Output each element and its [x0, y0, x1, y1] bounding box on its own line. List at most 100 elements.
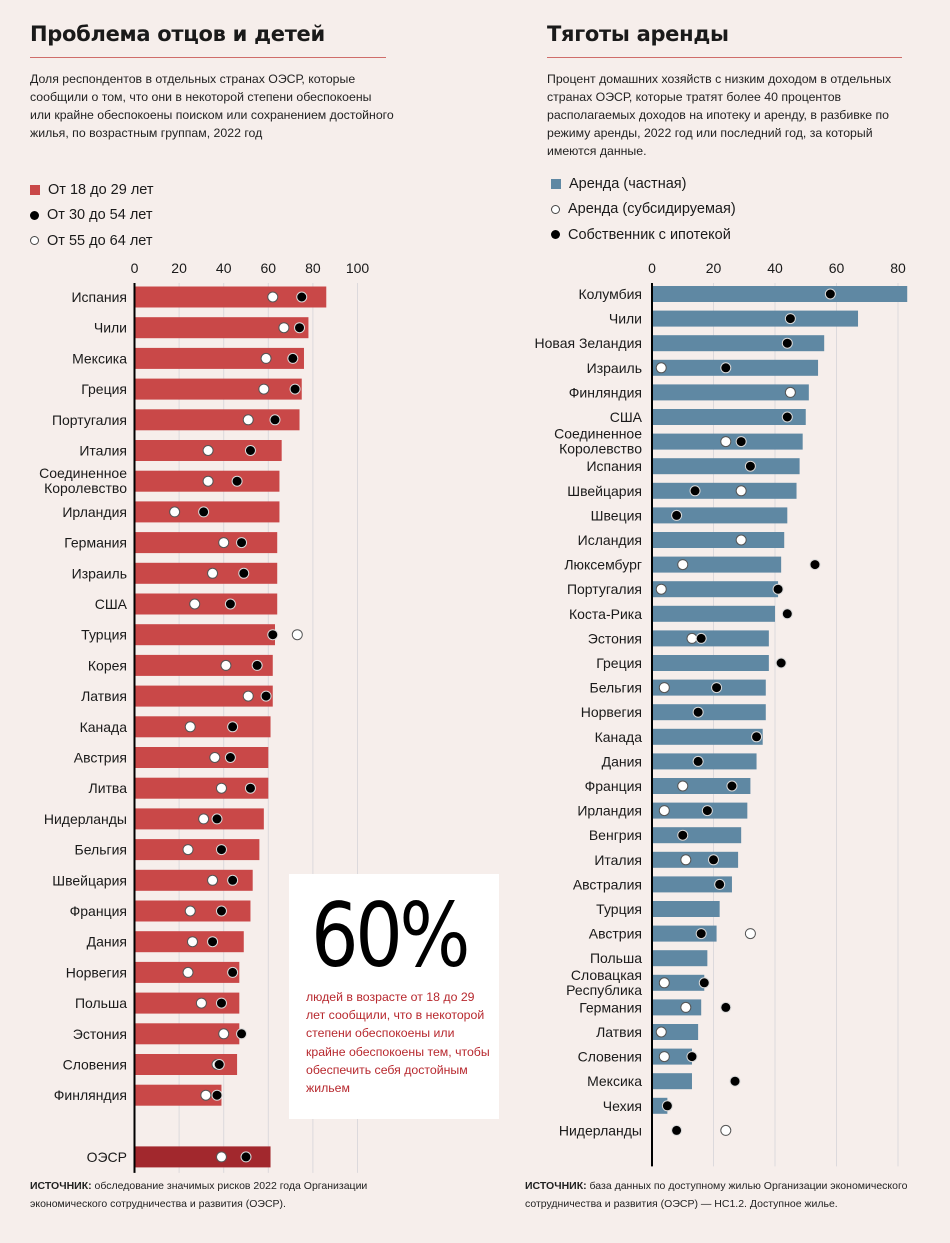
legend-label: Аренда (частная) — [569, 175, 687, 192]
white-dot-icon — [551, 204, 560, 214]
bar — [134, 869, 253, 891]
legend-item-owner-mortgage: Собственник с ипотекой — [551, 222, 736, 248]
category-label: Латвия — [81, 688, 127, 704]
category-label: Соединенное Королевство — [554, 426, 642, 457]
legend-item-private-rent: Аренда (частная) — [551, 171, 736, 197]
category-label: Австрия — [74, 750, 127, 766]
x-tick-label: 20 — [706, 260, 722, 276]
category-label: Латвия — [596, 1024, 642, 1040]
bar — [652, 630, 769, 647]
black-dot-marker — [671, 509, 683, 521]
black-dot-icon — [30, 210, 39, 220]
white-dot-marker — [200, 1089, 212, 1101]
white-dot-marker — [242, 690, 254, 702]
white-dot-marker — [784, 386, 796, 398]
black-dot-marker — [711, 682, 723, 694]
category-row: Ирландия — [62, 501, 280, 523]
black-dot-marker — [211, 813, 223, 825]
white-dot-marker — [184, 721, 196, 733]
category-row: Швейцария — [567, 482, 797, 499]
x-tick-label: 40 — [216, 260, 232, 276]
black-dot-marker — [751, 731, 763, 743]
legend-label: Аренда (субсидируемая) — [568, 201, 736, 218]
bar — [134, 378, 302, 400]
bar — [652, 778, 751, 794]
bar — [652, 753, 757, 770]
category-row: Израиль — [587, 359, 819, 376]
black-dot-marker — [781, 608, 793, 620]
white-dot-marker — [202, 475, 214, 487]
category-label: Германия — [579, 999, 642, 1015]
category-row: Швейцария — [52, 869, 253, 891]
category-label: Новая Зеландия — [535, 335, 642, 351]
bar — [134, 777, 269, 799]
bar — [134, 593, 278, 615]
category-label-line: Соединенное — [554, 426, 642, 442]
category-row: Латвия — [596, 1024, 699, 1040]
category-label: ОЭСР — [87, 1149, 127, 1165]
legend-item-age-30-54: От 30 до 54 лет — [30, 203, 154, 229]
red-square-icon — [30, 184, 40, 195]
black-dot-marker — [689, 485, 701, 497]
category-row: Нидерланды — [44, 808, 264, 830]
category-label: Швеция — [591, 507, 642, 523]
white-dot-marker — [207, 874, 219, 886]
black-dot-marker — [772, 583, 784, 595]
black-dot-marker — [677, 829, 689, 841]
bar — [652, 409, 806, 425]
category-label: Финляндия — [569, 384, 642, 400]
black-dot-marker — [686, 1051, 698, 1063]
black-dot-icon — [551, 230, 560, 240]
category-label: Коста-Рика — [569, 606, 642, 622]
black-dot-marker — [781, 411, 793, 423]
black-dot-marker — [289, 383, 301, 395]
black-dot-marker — [215, 997, 227, 1009]
black-dot-marker — [244, 782, 256, 794]
source-text: база данных по доступному жилью Организа… — [525, 1180, 908, 1210]
bar — [652, 950, 708, 967]
category-label: Турция — [596, 901, 642, 917]
category-label: Словения — [63, 1057, 127, 1073]
white-dot-icon — [30, 236, 39, 246]
category-label: Австрия — [589, 926, 642, 942]
bar — [652, 827, 742, 844]
black-dot-marker — [720, 1001, 732, 1013]
white-dot-marker — [720, 436, 732, 448]
category-row: Бельгия — [590, 679, 766, 696]
white-dot-marker — [198, 813, 210, 825]
x-tick-label: 0 — [131, 260, 139, 276]
white-dot-marker — [186, 936, 198, 948]
white-dot-marker — [658, 682, 670, 694]
bar — [652, 876, 732, 893]
right-source-note: ИСТОЧНИК: база данных по доступному жиль… — [525, 1177, 925, 1213]
category-label: Италия — [79, 443, 127, 459]
black-dot-marker — [244, 445, 256, 456]
bar — [652, 458, 800, 475]
white-dot-marker — [189, 598, 201, 610]
x-tick-label: 80 — [890, 260, 906, 276]
category-row: США — [95, 593, 278, 615]
category-label-line: Республика — [566, 982, 642, 998]
bar — [134, 1084, 222, 1106]
category-label: Португалия — [567, 581, 642, 597]
black-dot-marker — [224, 752, 236, 763]
white-dot-marker — [680, 854, 692, 866]
category-label: Нидерланды — [44, 811, 127, 827]
black-dot-marker — [775, 657, 787, 669]
category-row: Греция — [596, 655, 787, 671]
category-label: Греция — [596, 655, 642, 671]
source-label: ИСТОЧНИК: — [525, 1180, 587, 1192]
bar — [134, 624, 275, 646]
black-dot-marker — [695, 632, 707, 644]
category-row: Норвегия — [581, 704, 766, 721]
black-dot-marker — [236, 537, 248, 549]
source-text: обследование значимых рисков 2022 года О… — [30, 1180, 368, 1210]
category-row: Австрия — [589, 925, 756, 942]
black-dot-marker — [227, 874, 239, 886]
category-row: Норвегия — [66, 961, 240, 983]
category-row: Турция — [81, 624, 303, 646]
category-label: Австралия — [573, 876, 642, 892]
left-chart-title: Проблема отцов и детей — [30, 22, 325, 46]
category-label: Канада — [80, 719, 128, 735]
